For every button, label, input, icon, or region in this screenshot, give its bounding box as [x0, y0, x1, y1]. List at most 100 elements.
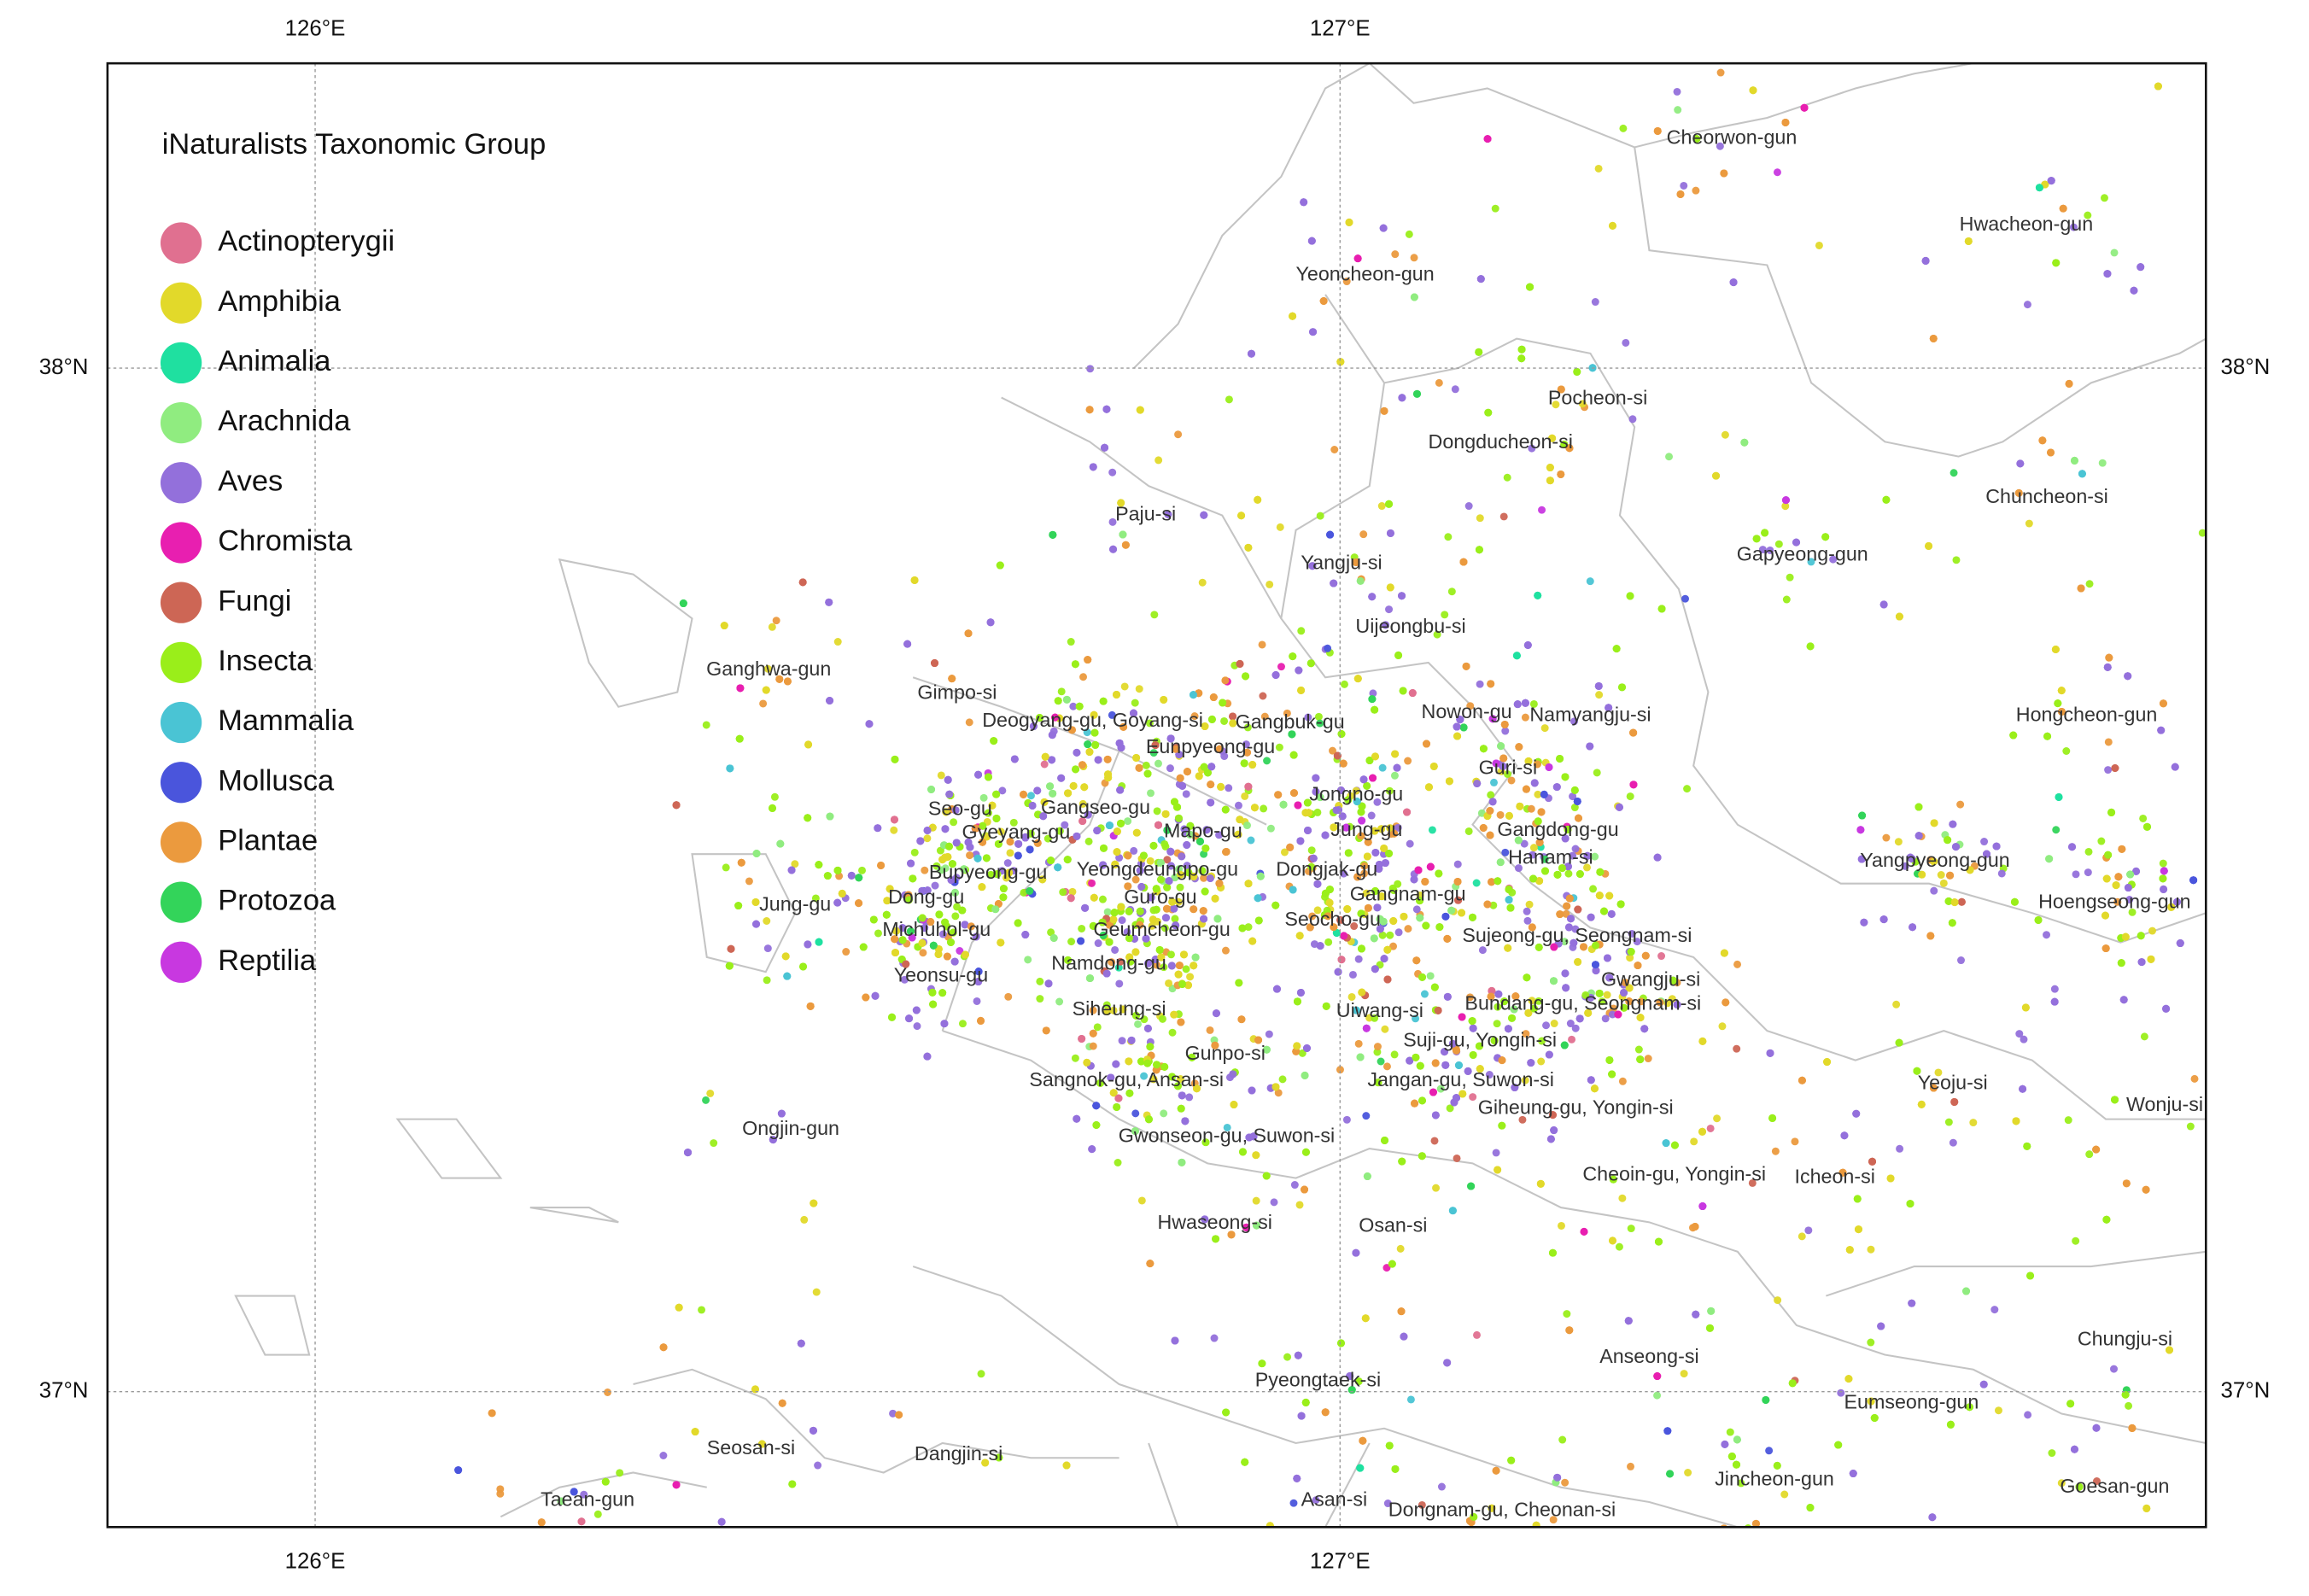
observation-dot: [1108, 958, 1116, 967]
legend-swatch: [160, 641, 202, 683]
observation-dot: [2104, 766, 2113, 775]
place-label: Gapyeong-gun: [1737, 542, 1868, 564]
observation-dot: [2064, 1116, 2072, 1125]
observation-dot: [1896, 1144, 1904, 1153]
observation-dot: [770, 792, 779, 801]
observation-dot: [1845, 1246, 1854, 1254]
observation-dot: [1134, 1020, 1142, 1028]
observation-dot: [1561, 773, 1570, 781]
observation-dot: [2140, 1032, 2148, 1041]
observation-dot: [1289, 312, 1297, 320]
observation-dot: [2162, 1004, 2171, 1013]
observation-dot: [702, 1096, 710, 1104]
observation-dot: [907, 859, 915, 868]
observation-dot: [1596, 868, 1605, 876]
observation-dot: [1721, 430, 1729, 439]
observation-dot: [1322, 1002, 1330, 1010]
observation-dot: [1143, 769, 1152, 778]
observation-dot: [1410, 293, 1418, 301]
observation-dot: [1258, 1359, 1266, 1368]
observation-dot: [931, 659, 939, 668]
observation-dot: [1028, 801, 1037, 810]
observation-dot: [938, 989, 947, 997]
observation-dot: [1782, 595, 1791, 604]
observation-dot: [2077, 584, 2085, 593]
observation-dot: [2097, 837, 2106, 845]
observation-dot: [1272, 985, 1281, 993]
observation-dot: [684, 1149, 692, 1157]
legend-swatch: [160, 762, 202, 804]
observation-dot: [1161, 810, 1170, 818]
observation-dot: [977, 1016, 985, 1025]
observation-dot: [1180, 825, 1189, 833]
observation-dot: [1260, 804, 1268, 813]
observation-dot: [1337, 1339, 1345, 1348]
observation-dot: [672, 1481, 681, 1489]
observation-dot: [1313, 808, 1322, 816]
place-label: Yangju-si: [1301, 552, 1382, 574]
observation-dot: [1529, 874, 1538, 883]
observation-dot: [1466, 702, 1475, 710]
observation-dot: [1568, 1035, 1576, 1044]
observation-dot: [1798, 1232, 1806, 1241]
observation-dot: [1506, 903, 1515, 912]
observation-dot: [1024, 956, 1032, 964]
observation-dot: [1362, 1112, 1371, 1120]
observation-dot: [1248, 761, 1257, 769]
observation-dot: [1113, 1102, 1121, 1111]
observation-dot: [2052, 826, 2061, 834]
observation-dot: [1238, 924, 1247, 932]
observation-dot: [1386, 529, 1394, 537]
observation-dot: [1147, 789, 1155, 798]
observation-dot: [1093, 1023, 1102, 1032]
observation-dot: [1200, 763, 1208, 771]
place-label: Giheung-gu, Yongin-si: [1478, 1096, 1674, 1119]
observation-dot: [1131, 875, 1140, 884]
observation-dot: [1067, 638, 1075, 646]
observation-dot: [1301, 1398, 1310, 1406]
observation-dot: [2118, 845, 2126, 853]
observation-dot: [1386, 583, 1394, 592]
observation-dot: [1589, 885, 1598, 893]
observation-dot: [1235, 979, 1243, 987]
place-label: Mapo-gu: [1164, 819, 1242, 841]
observation-dot: [1856, 826, 1865, 834]
observation-dot: [1116, 957, 1125, 966]
observation-dot: [1626, 792, 1634, 801]
observation-dot: [1608, 1070, 1616, 1079]
observation-dot: [1132, 753, 1141, 762]
observation-dot: [1494, 1166, 1502, 1174]
observation-dot: [1892, 1000, 1901, 1008]
observation-dot: [1160, 1109, 1168, 1118]
observation-dot: [1618, 683, 1627, 692]
place-label: Gangbuk-gu: [1236, 710, 1345, 733]
place-label: Anseong-si: [1599, 1345, 1698, 1367]
observation-dot: [910, 576, 919, 584]
observation-dot: [768, 623, 776, 631]
observation-dot: [961, 950, 969, 959]
observation-dot: [1492, 1466, 1500, 1475]
place-label: Michuhol-gu: [882, 918, 991, 940]
observation-dot: [1400, 912, 1408, 921]
observation-dot: [991, 905, 1000, 914]
observation-dot: [1505, 896, 1513, 904]
observation-dot: [1381, 859, 1389, 868]
observation-dot: [859, 943, 868, 951]
observation-dot: [1466, 993, 1475, 1002]
observation-dot: [2159, 874, 2167, 883]
observation-dot: [1930, 819, 1938, 827]
observation-dot: [1441, 912, 1450, 921]
place-label: Seocho-gu: [1284, 908, 1381, 930]
legend-label: Actinopterygii: [218, 225, 395, 258]
observation-dot: [1501, 727, 1510, 735]
observation-dot: [1681, 594, 1689, 603]
place-label: Eunpyeong-gu: [1146, 735, 1275, 757]
observation-dot: [1385, 850, 1394, 857]
observation-dot: [1595, 892, 1604, 900]
observation-dot: [1154, 456, 1163, 465]
observation-dot: [1256, 872, 1265, 880]
observation-dot: [1223, 1123, 1231, 1131]
observation-dot: [1418, 973, 1426, 981]
observation-dot: [1069, 702, 1078, 710]
observation-dot: [1324, 938, 1333, 946]
